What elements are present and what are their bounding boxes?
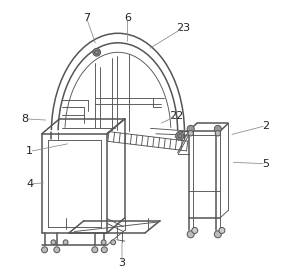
Circle shape [176,132,184,140]
Circle shape [63,240,68,245]
Circle shape [219,227,225,233]
Text: 22: 22 [169,111,183,121]
Text: 8: 8 [21,114,29,124]
Circle shape [214,125,222,132]
Text: 2: 2 [262,121,269,131]
Circle shape [54,247,60,253]
Text: 3: 3 [119,258,126,268]
Circle shape [93,49,101,56]
Circle shape [188,130,194,136]
Circle shape [187,231,194,238]
Circle shape [178,134,182,138]
Circle shape [111,240,116,245]
Circle shape [42,247,48,253]
Circle shape [101,247,107,253]
Circle shape [92,247,98,253]
Circle shape [95,50,99,55]
Text: 6: 6 [124,13,131,23]
Circle shape [192,227,198,233]
Circle shape [187,125,194,132]
Text: 23: 23 [176,23,190,33]
Text: 7: 7 [83,13,90,23]
Circle shape [215,130,221,136]
Circle shape [101,240,106,245]
Text: 5: 5 [262,159,269,169]
Circle shape [214,231,222,238]
Text: 4: 4 [26,179,33,189]
Text: 1: 1 [26,146,33,156]
Circle shape [51,240,56,245]
